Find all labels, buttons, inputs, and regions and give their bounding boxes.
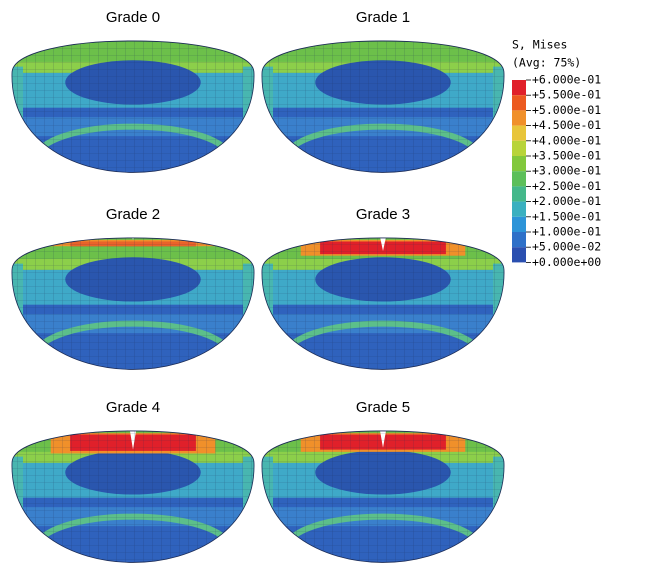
legend-swatch xyxy=(512,80,526,95)
legend-swatch xyxy=(512,186,526,201)
legend-swatch xyxy=(512,171,526,186)
specimen xyxy=(7,420,259,574)
legend-label: +2.000e-01 xyxy=(532,194,601,208)
panel-title: Grade 0 xyxy=(106,9,160,26)
legend-title: S, Mises xyxy=(512,38,567,52)
mesh xyxy=(257,420,509,574)
legend-swatch xyxy=(512,156,526,171)
legend-label: +4.500e-01 xyxy=(532,118,601,132)
legend-label: +3.000e-01 xyxy=(532,164,601,178)
legend-label: +1.500e-01 xyxy=(532,209,601,223)
legend-swatch xyxy=(512,217,526,232)
legend-swatch xyxy=(512,95,526,110)
legend-label: +0.000e+00 xyxy=(532,255,601,269)
panel-title: Grade 5 xyxy=(356,399,410,416)
legend-label: +5.000e-01 xyxy=(532,103,601,117)
legend-swatch xyxy=(512,141,526,156)
panel-title: Grade 3 xyxy=(356,206,410,223)
legend-swatch xyxy=(512,110,526,125)
legend-subtitle: (Avg: 75%) xyxy=(512,56,581,70)
legend-swatch xyxy=(512,232,526,247)
legend-label: +3.500e-01 xyxy=(532,149,601,163)
legend-label: +1.000e-01 xyxy=(532,225,601,239)
legend-label: +5.000e-02 xyxy=(532,240,601,254)
legend-label: +2.500e-01 xyxy=(532,179,601,193)
mesh xyxy=(7,420,259,574)
panel-title: Grade 4 xyxy=(106,399,160,416)
panel-title: Grade 2 xyxy=(106,206,160,223)
legend-label: +4.000e-01 xyxy=(532,133,601,147)
legend-swatch xyxy=(512,247,526,262)
legend-label: +5.500e-01 xyxy=(532,88,601,102)
legend-swatch xyxy=(512,126,526,141)
legend-swatch xyxy=(512,202,526,217)
panel-title: Grade 1 xyxy=(356,9,410,26)
specimen xyxy=(257,420,509,574)
legend-label: +6.000e-01 xyxy=(532,73,601,87)
figure: S, Mises (Avg: 75%) Grade 0 Grade 1 Grade … xyxy=(0,0,666,574)
